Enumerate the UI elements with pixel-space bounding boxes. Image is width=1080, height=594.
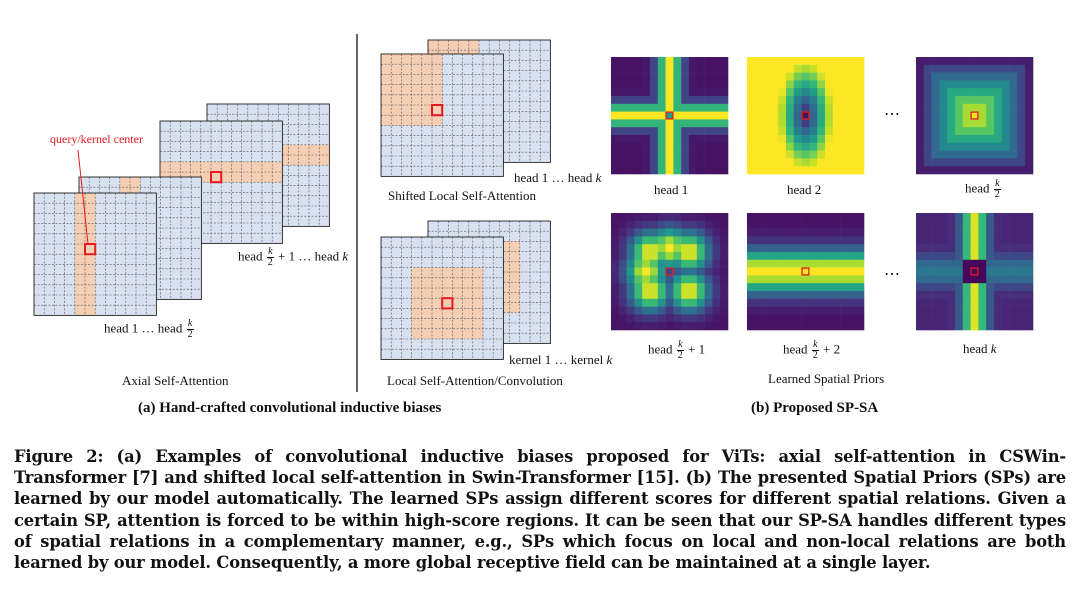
- local-panel-1: [380, 236, 504, 360]
- local-self-attention-title: Local Self-Attention/Convolution: [387, 373, 563, 388]
- heatmap-head-k-over-2: [916, 57, 1034, 175]
- heatmap-head-1: [611, 57, 729, 175]
- query-box: [970, 111, 979, 120]
- heatmap-head-k-over-2-plus-2: [747, 213, 865, 331]
- query-pointer-arrow: [77, 149, 89, 245]
- heatmap-label-head-1: head 1: [654, 182, 689, 197]
- grid-illustrations: [33, 39, 551, 360]
- shifted-heads-label: head 1 … head k: [514, 170, 601, 186]
- query-box: [210, 171, 223, 184]
- label-k: k: [606, 352, 613, 367]
- spatial-prior-heatmaps: [611, 57, 1034, 331]
- axial-front-panel-1: [33, 192, 157, 316]
- label-head-range: head 1 … head: [104, 320, 183, 336]
- subcaption-a: (a) Hand-crafted convolutional inductive…: [138, 400, 442, 416]
- label-head-word: head: [238, 248, 263, 264]
- heatmap-head-k-over-2-plus-1: [611, 213, 729, 331]
- figure-caption: Figure 2: (a) Examples of convolutional …: [14, 447, 1066, 573]
- label-k: k: [595, 170, 602, 185]
- label-head-range: + 1 … head: [278, 248, 340, 264]
- heatmap-label-head-k: head k: [963, 341, 997, 356]
- heatmap-head-k: [916, 213, 1034, 331]
- ellipsis-bottom: ⋯: [884, 266, 900, 283]
- query-box: [665, 267, 674, 276]
- query-box: [665, 111, 674, 120]
- heatmap-label-head-2: head 2: [787, 182, 822, 197]
- local-kernels-label: kernel 1 … kernel k: [509, 352, 612, 368]
- query-kernel-center-label: query/kernel center: [50, 132, 143, 146]
- label-kernel-range: kernel 1 … kernel: [509, 352, 604, 367]
- ellipsis-top: ⋯: [884, 106, 900, 123]
- axial-self-attention-title: Axial Self-Attention: [122, 373, 229, 388]
- query-box: [970, 267, 979, 276]
- figure-artwork: [33, 34, 1034, 392]
- subcaption-b: (b) Proposed SP-SA: [751, 400, 879, 416]
- shifted-panel-1: [380, 53, 504, 177]
- query-box: [801, 111, 810, 120]
- query-box: [441, 297, 454, 310]
- query-box: [431, 104, 444, 117]
- shifted-local-title: Shifted Local Self-Attention: [388, 188, 537, 203]
- learned-spatial-priors-title: Learned Spatial Priors: [768, 371, 885, 386]
- label-k: k: [342, 248, 349, 264]
- heatmap-head-2: [747, 57, 865, 175]
- query-box: [801, 267, 810, 276]
- query-box: [84, 243, 97, 256]
- label-head-range: head 1 … head: [514, 170, 593, 185]
